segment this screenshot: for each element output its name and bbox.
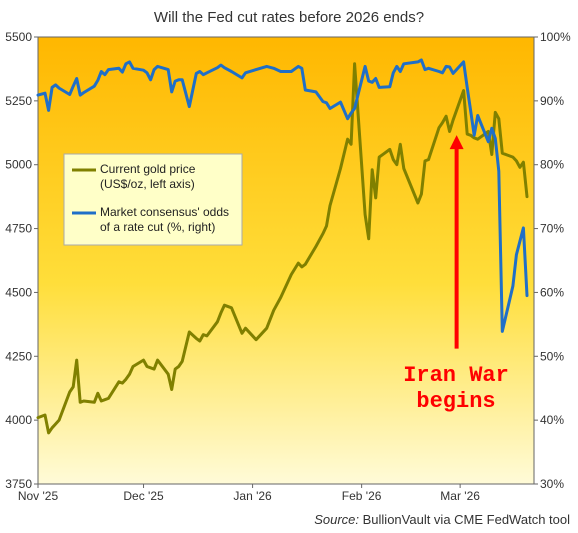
x-tick-label: Mar '26 [440,489,480,503]
y-right-tick-label: 100% [540,30,571,44]
annotation-arrow-head [449,135,464,150]
series-layer [36,58,529,435]
annotation: Iran War begins [403,135,509,414]
y-axis-left: 3750 4000 4250 4500 4750 5000 5250 5500 [5,30,38,491]
source-text: BullionVault via CME FedWatch tool [362,512,570,527]
legend-label-odds-1: Market consensus' odds [100,205,229,219]
y-right-tick-label: 90% [540,94,564,108]
y-left-tick-label: 4000 [5,413,32,427]
annotation-line-1: Iran War [403,363,509,388]
annotation-line-2: begins [416,389,495,414]
y-right-tick-label: 30% [540,477,564,491]
y-right-tick-label: 80% [540,158,564,172]
x-tick-label: Jan '26 [233,489,272,503]
y-left-tick-label: 3750 [5,477,32,491]
y-left-tick-label: 5250 [5,94,32,108]
legend: Current gold price (US$/oz, left axis) M… [63,153,243,246]
x-axis: Nov '25 Dec '25 Jan '26 Feb '26 Mar '26 [18,484,480,503]
y-right-tick-label: 60% [540,285,564,299]
x-tick-label: Nov '25 [18,489,59,503]
source-label: Source: [314,512,359,527]
y-left-tick-label: 5000 [5,158,32,172]
plot-area [37,36,535,485]
y-right-tick-label: 40% [540,413,564,427]
y-left-tick-label: 5500 [5,30,32,44]
legend-label-gold-1: Current gold price [100,162,196,176]
y-right-tick-label: 50% [540,349,564,363]
x-tick-label: Dec '25 [123,489,164,503]
legend-label-odds-2: of a rate cut (%, right) [100,220,215,234]
legend-label-gold-2: (US$/oz, left axis) [100,177,195,191]
y-right-tick-label: 70% [540,222,564,236]
y-left-tick-label: 4250 [5,349,32,363]
x-tick-label: Feb '26 [342,489,382,503]
chart-title: Will the Fed cut rates before 2026 ends? [154,9,424,26]
series-line-gold-price [36,62,529,435]
source-note: Source: BullionVault via CME FedWatch to… [314,512,570,527]
y-left-tick-label: 4500 [5,285,32,299]
y-left-tick-label: 4750 [5,222,32,236]
series-line-rate-cut-odds [36,58,529,333]
y-axis-right: 30% 40% 50% 60% 70% 80% 90% 100% [534,30,571,491]
